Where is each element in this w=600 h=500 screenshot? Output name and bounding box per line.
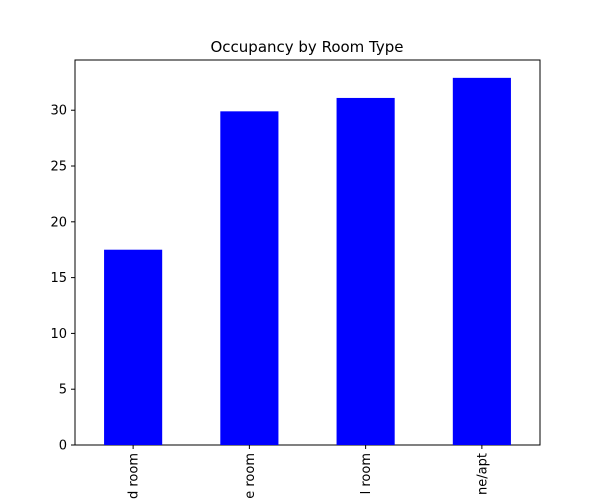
bar <box>220 111 279 445</box>
plot-frame <box>74 59 541 446</box>
bar <box>336 97 395 446</box>
x-tick-label: ne/apt <box>475 453 490 495</box>
y-tick-label: 5 <box>59 383 67 398</box>
y-tick-label: 10 <box>50 327 67 342</box>
x-tick-label: e room <box>243 453 258 499</box>
y-tick-label: 30 <box>50 104 67 119</box>
x-tick-label: l room <box>359 453 374 494</box>
bar <box>452 77 511 445</box>
chart-title: Occupancy by Room Type <box>210 38 403 56</box>
bar <box>104 249 163 445</box>
x-tick-label: d room <box>127 453 142 499</box>
y-tick-label: 15 <box>50 271 67 286</box>
y-tick-label: 0 <box>59 439 67 454</box>
y-tick-label: 25 <box>50 160 67 175</box>
y-tick-label: 20 <box>50 215 67 230</box>
